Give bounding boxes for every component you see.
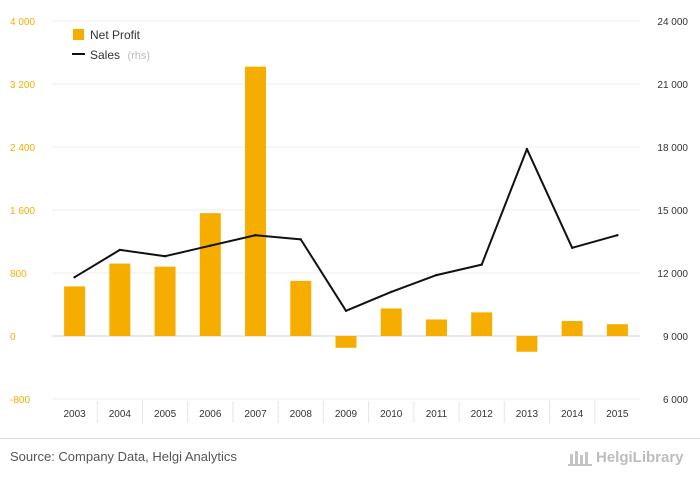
bar-2007 — [245, 66, 267, 337]
x-tick-label: 2006 — [199, 409, 222, 420]
bar-2015 — [606, 324, 628, 336]
bar-2009 — [335, 336, 357, 348]
x-tick-label: 2007 — [244, 409, 267, 420]
brand-name: HelgiLibrary — [596, 448, 684, 466]
bar-2005 — [154, 266, 176, 336]
right-tick-label: 6 000 — [663, 395, 688, 406]
left-tick-label: 2 400 — [10, 143, 35, 154]
left-tick-label: 4 000 — [10, 17, 35, 28]
left-tick-label: 0 — [10, 332, 16, 343]
x-tick-label: 2013 — [516, 409, 539, 420]
sales-point-2009 — [344, 309, 348, 312]
sales-point-2010 — [390, 290, 393, 294]
sales-point-2011 — [435, 273, 438, 277]
chart: 2003 2004 2005 2006 2007 2008 2009 2010 2011 2012… — [10, 17, 688, 423]
x-tick-label: 2005 — [154, 409, 177, 420]
right-tick-label: 24 000 — [657, 17, 688, 28]
gridlines — [52, 20, 640, 400]
left-tick-label: 1 600 — [10, 206, 35, 217]
left-tick-label: 800 — [10, 269, 27, 280]
legend-net-profit-swatch — [73, 29, 84, 40]
bar-2003 — [64, 286, 86, 336]
x-tick-label: 2008 — [290, 409, 313, 420]
right-axis: 6 000 9 000 12 000 15 000 18 000 21 000 24 000 — [657, 17, 688, 406]
x-tick-label: 2009 — [335, 409, 358, 420]
left-axis: -800 0 800 1 600 2 400 3 200 4 000 — [10, 17, 35, 406]
sales-point-2005 — [163, 255, 167, 258]
x-tick-label: 2010 — [380, 409, 403, 420]
x-tick-label: 2012 — [471, 409, 494, 420]
right-tick-label: 21 000 — [657, 80, 688, 91]
sales-point-2013 — [525, 147, 529, 151]
sales-line — [73, 147, 619, 312]
brand-logo: HelgiLibrary — [568, 448, 684, 466]
right-tick-label: 9 000 — [663, 332, 688, 343]
bar-2006 — [199, 213, 221, 336]
x-tick-label: 2015 — [606, 409, 629, 420]
x-axis: 2003 2004 2005 2006 2007 2008 2009 2010 2011 2012… — [63, 401, 629, 423]
sales-point-2015 — [616, 234, 619, 237]
legend-net-profit-label: Net Profit — [90, 28, 141, 42]
x-tick-label: 2004 — [109, 409, 132, 420]
sales-point-2014 — [570, 246, 574, 249]
bar-2011 — [425, 319, 447, 336]
bar-2004 — [109, 263, 131, 336]
legend: Net Profit Sales (rhs) — [72, 28, 150, 63]
x-tick-label: 2011 — [426, 409, 448, 420]
sales-point-2008 — [299, 238, 302, 241]
x-tick-label: 2003 — [63, 409, 86, 420]
right-tick-label: 18 000 — [657, 143, 688, 154]
library-icon — [568, 448, 592, 466]
bar-2012 — [471, 312, 493, 336]
left-tick-label: 3 200 — [10, 80, 35, 91]
right-tick-label: 15 000 — [657, 206, 688, 217]
bar-2013 — [516, 336, 538, 352]
footer-divider — [0, 438, 700, 439]
bar-2008 — [290, 280, 312, 336]
x-tick-label: 2014 — [561, 409, 584, 420]
sales-point-2004 — [118, 248, 122, 252]
right-tick-label: 12 000 — [657, 269, 688, 280]
sales-point-2007 — [254, 234, 257, 237]
left-tick-label: -800 — [10, 395, 30, 406]
bar-2010 — [380, 308, 402, 336]
sales-point-2006 — [209, 244, 212, 247]
sales-point-2012 — [480, 263, 483, 266]
source-note: Source: Company Data, Helgi Analytics — [10, 449, 237, 464]
sales-point-2003 — [73, 276, 76, 279]
legend-sales-label: Sales (rhs) — [90, 46, 150, 63]
bar-2014 — [561, 321, 583, 336]
